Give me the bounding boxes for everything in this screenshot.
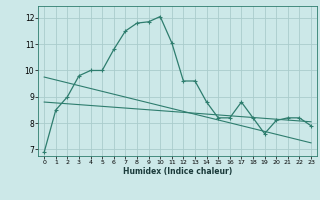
X-axis label: Humidex (Indice chaleur): Humidex (Indice chaleur) <box>123 167 232 176</box>
